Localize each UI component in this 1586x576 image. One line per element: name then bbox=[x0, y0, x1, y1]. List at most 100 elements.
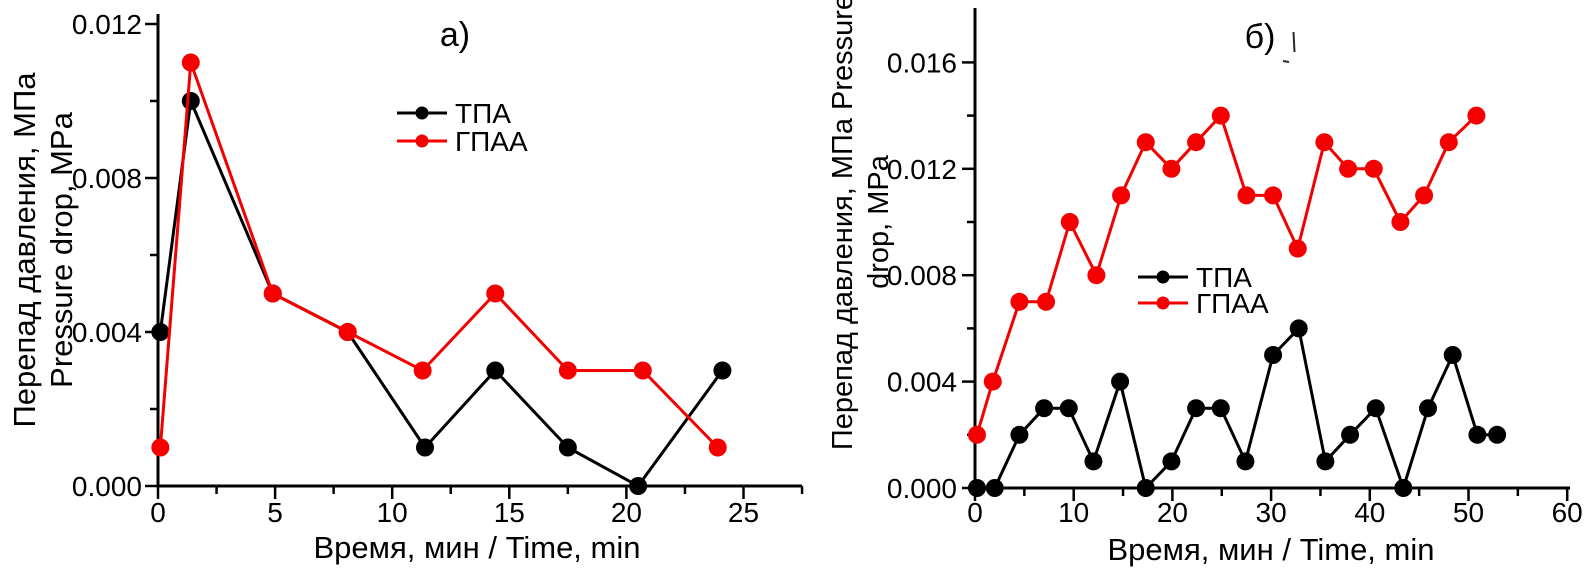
series-tpa-line bbox=[976, 326, 1498, 490]
series-tpa-marker bbox=[415, 438, 434, 457]
legend-item-tpa: ТПА bbox=[397, 98, 511, 129]
x-tick-label: 10 bbox=[1058, 497, 1089, 528]
y-tick-label: 0.004 bbox=[72, 317, 142, 348]
series-gpaa-marker bbox=[633, 361, 652, 380]
y-tick-label: 0.008 bbox=[887, 260, 957, 291]
series-gpaa-marker bbox=[1339, 159, 1358, 178]
legend-gpaa-marker bbox=[415, 134, 429, 148]
series-tpa-marker bbox=[629, 477, 648, 495]
y-tick-label: 0.012 bbox=[72, 9, 142, 40]
series-gpaa-marker bbox=[1136, 133, 1155, 152]
series-tpa-marker bbox=[1316, 452, 1335, 471]
series-gpaa-marker bbox=[1010, 292, 1029, 311]
x-tick-label: 30 bbox=[1256, 497, 1287, 528]
series-gpaa-marker bbox=[1439, 133, 1458, 152]
series-gpaa-marker bbox=[1112, 186, 1131, 205]
series-gpaa-marker bbox=[263, 284, 282, 303]
series-tpa-marker bbox=[967, 479, 986, 497]
y-tick-label: 0.000 bbox=[887, 473, 957, 504]
series-gpaa-marker bbox=[1187, 133, 1206, 152]
series-tpa-marker bbox=[1264, 346, 1283, 364]
x-axis-title: Время, мин / Time, min bbox=[1108, 532, 1435, 567]
y-axis-title-line1: Перепад давления, МПа bbox=[7, 72, 42, 428]
series-gpaa-marker bbox=[1415, 186, 1434, 205]
legend-tpa-marker bbox=[1156, 270, 1170, 284]
x-tick-label: 15 bbox=[494, 497, 525, 528]
y-tick-label: 0.008 bbox=[72, 163, 142, 194]
series-gpaa-marker bbox=[1467, 106, 1486, 125]
y-tick-label: 0.012 bbox=[887, 154, 957, 185]
legend-item-gpaa: ГПАА bbox=[397, 126, 528, 157]
series-tpa-marker bbox=[1035, 399, 1054, 418]
series-gpaa-marker bbox=[983, 372, 1002, 391]
series-tpa-marker bbox=[1443, 346, 1462, 364]
legend-tpa-marker bbox=[415, 106, 429, 120]
y-tick-label: 0.004 bbox=[887, 367, 957, 398]
series-tpa-marker bbox=[1419, 399, 1438, 418]
x-tick-label: 10 bbox=[377, 497, 408, 528]
x-axis-title: Время, мин / Time, min bbox=[314, 530, 641, 565]
x-tick-label: 20 bbox=[611, 497, 642, 528]
series-gpaa-marker bbox=[1364, 159, 1383, 178]
series-tpa-marker bbox=[1111, 372, 1130, 391]
legend-tpa-label: ТПА bbox=[1196, 262, 1252, 293]
x-tick-label: 60 bbox=[1552, 497, 1583, 528]
series-gpaa-marker bbox=[1391, 213, 1410, 231]
series-tpa-marker bbox=[1162, 452, 1181, 471]
y-tick-label: 0.016 bbox=[887, 47, 957, 78]
series-tpa-marker bbox=[1136, 479, 1155, 497]
series-gpaa-marker bbox=[181, 53, 200, 72]
series-gpaa-marker bbox=[1087, 266, 1106, 285]
series-tpa-marker bbox=[151, 323, 170, 341]
series-tpa-marker bbox=[1187, 399, 1206, 418]
series-tpa-marker bbox=[1211, 399, 1230, 418]
series-gpaa-marker bbox=[1315, 133, 1334, 152]
x-tick-label: 0 bbox=[967, 497, 983, 528]
series-gpaa-marker bbox=[1037, 292, 1056, 311]
x-tick-label: 50 bbox=[1453, 497, 1484, 528]
series-tpa-marker bbox=[985, 479, 1004, 497]
x-tick-label: 25 bbox=[728, 497, 759, 528]
series-tpa-marker bbox=[486, 361, 505, 380]
series-tpa-marker bbox=[1059, 399, 1078, 418]
y-axis-title-line2: drop, MPa bbox=[863, 154, 895, 289]
series-tpa-marker bbox=[1289, 319, 1308, 338]
legend-gpaa-label: ГПАА bbox=[1196, 288, 1269, 319]
stray-mark-artifact bbox=[1282, 31, 1296, 63]
series-gpaa-marker bbox=[1264, 186, 1283, 205]
series-gpaa-marker bbox=[967, 425, 986, 444]
series-tpa-marker bbox=[1488, 425, 1507, 444]
y-tick-label: 0.000 bbox=[72, 471, 142, 502]
series-gpaa-marker bbox=[486, 284, 505, 303]
series-gpaa-marker bbox=[151, 438, 170, 457]
legend-gpaa-label: ГПАА bbox=[455, 126, 528, 157]
series-gpaa-marker bbox=[1162, 159, 1181, 178]
x-tick-label: 40 bbox=[1354, 497, 1385, 528]
series-tpa-marker bbox=[1010, 425, 1029, 444]
series-gpaa-marker bbox=[1060, 213, 1079, 231]
series-gpaa-marker bbox=[1288, 239, 1307, 258]
series-gpaa-marker bbox=[558, 361, 577, 380]
series-tpa-marker bbox=[1341, 425, 1360, 444]
series-tpa-marker bbox=[1084, 452, 1103, 471]
series-tpa-marker bbox=[558, 438, 577, 457]
series-gpaa-line bbox=[158, 61, 719, 449]
series-tpa-marker bbox=[181, 92, 200, 110]
panel-label: а) bbox=[440, 16, 470, 54]
legend-item-gpaa: ГПАА bbox=[1138, 288, 1269, 319]
y-axis-title-line2: Pressure drop, MPa bbox=[44, 111, 79, 387]
legend-tpa-label: ТПА bbox=[455, 98, 511, 129]
series-gpaa-marker bbox=[1211, 106, 1230, 125]
series-tpa-line bbox=[158, 99, 724, 488]
y-axis-title-line1: Перепад давления, МПа Pressure bbox=[827, 0, 859, 450]
chart-b-pressure-drop-vs-time: 0 10 20 30 40 50 60 0.000 0.004 0.008 0.012 0.016 ТП… bbox=[827, 0, 1583, 567]
x-tick-label: 0 bbox=[150, 497, 166, 528]
series-gpaa-marker bbox=[413, 361, 432, 380]
series-tpa-marker bbox=[1236, 452, 1255, 471]
series-gpaa-marker bbox=[1237, 186, 1256, 205]
legend-gpaa-marker bbox=[1156, 296, 1170, 310]
x-tick-label: 5 bbox=[267, 497, 283, 528]
series-gpaa-marker bbox=[338, 323, 357, 341]
